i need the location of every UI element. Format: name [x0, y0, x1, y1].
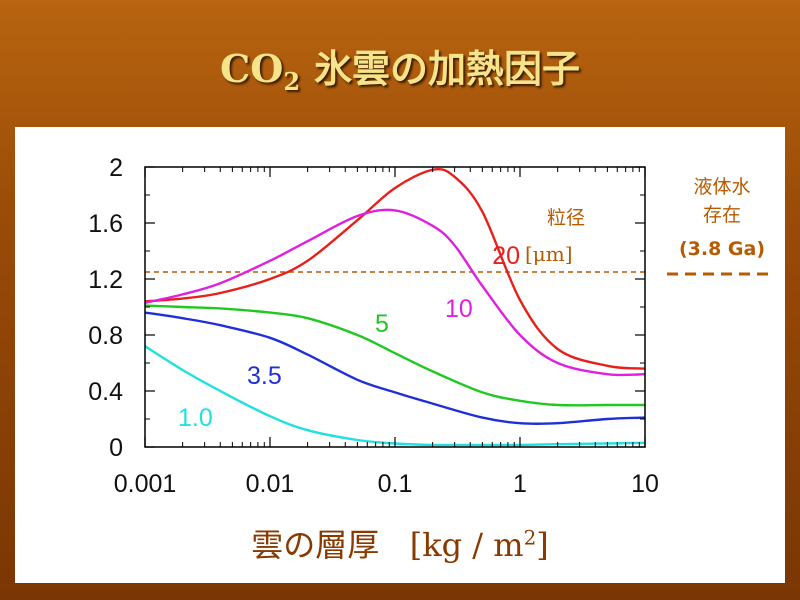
x-axis-title-unit-sup: 2: [523, 525, 537, 550]
series-line-10: [144, 208, 646, 377]
series-line-3_5: [144, 311, 646, 425]
series-label: 20: [492, 242, 520, 270]
series-label: 5: [375, 310, 389, 338]
series-label: 3.5: [247, 362, 282, 390]
x-tick-label: 0.1: [378, 470, 413, 498]
x-axis-title-unit-end: ]: [536, 526, 549, 564]
x-axis-title-main: 雲の層厚: [251, 526, 380, 564]
title-rest: 氷雲の加熱因子: [314, 46, 581, 91]
y-tick-label: 0.4: [88, 378, 123, 406]
reference-label-line: 存在: [703, 204, 741, 226]
chart-panel: 0.001 0.01 0.1 1 10 0 0.4 0.8 1.2 1.6 2 20 10 5 3.5 1.…: [15, 127, 785, 583]
y-tick-label: 2: [109, 154, 123, 182]
slide-title: CO2 氷雲の加熱因子: [0, 38, 800, 108]
title-co: CO: [219, 46, 284, 91]
x-tick-label: 0.001: [114, 470, 177, 498]
legend-title: 粒径: [547, 207, 585, 229]
series-label: 1.0: [178, 404, 213, 432]
series-label: 10: [445, 295, 473, 323]
x-tick-label: 10: [631, 470, 659, 498]
x-tick-label: 1: [513, 470, 527, 498]
y-tick-label: 0: [109, 434, 123, 462]
x-axis-title: 雲の層厚 [kg / m2]: [0, 520, 800, 566]
series-line-5: [144, 304, 645, 407]
reference-label-age: (3.8 Ga): [679, 238, 765, 260]
series-line-20: [144, 167, 646, 370]
reference-label-line: 液体水: [693, 176, 750, 198]
y-tick-label: 0.8: [88, 322, 123, 350]
y-tick-label: 1.2: [88, 266, 123, 294]
line-chart: 0.001 0.01 0.1 1 10 0 0.4 0.8 1.2 1.6 2 20 10 5 3.5 1.…: [88, 154, 775, 498]
unit-label: [μm]: [525, 242, 573, 266]
y-tick-label: 1.6: [88, 210, 123, 238]
series-line-1_0: [144, 345, 646, 447]
x-axis-title-unit: [kg / m: [409, 526, 524, 564]
title-subscript: 2: [283, 67, 301, 96]
x-tick-label: 0.01: [246, 470, 295, 498]
